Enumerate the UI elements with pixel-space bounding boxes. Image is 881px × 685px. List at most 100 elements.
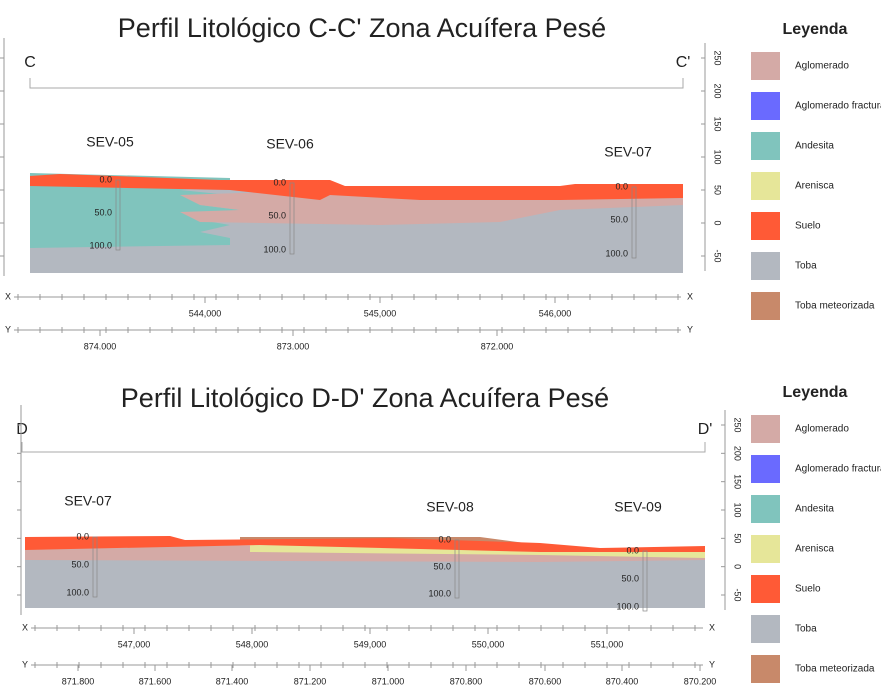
legend-swatch: [751, 615, 780, 643]
well-name: SEV-08: [426, 499, 474, 515]
y-tick-label: 870.400: [606, 676, 639, 685]
elevation-label: 200: [713, 83, 723, 98]
x-axis-end-label: X: [687, 291, 693, 301]
depth-label: 100.0: [605, 248, 628, 258]
legend-swatch: [751, 92, 780, 120]
legend-label: Aglomerado: [795, 424, 849, 435]
x-tick-label: 547,000: [118, 639, 151, 649]
legend-swatch: [751, 495, 780, 523]
elevation-label: 50: [713, 185, 723, 195]
depth-label: 100.0: [89, 240, 112, 250]
legend-label: Aglomerado fracturado: [795, 464, 881, 475]
x-axis-end-label: X: [709, 622, 715, 632]
depth-label: 0.0: [615, 181, 628, 191]
elevation-label: 100: [713, 149, 723, 164]
legend-swatch: [751, 655, 780, 683]
title: Perfil Litológico D-D' Zona Acuífera Pes…: [121, 383, 609, 413]
legend-label: Andesita: [795, 504, 834, 515]
elevation-label: 150: [733, 474, 743, 489]
legend-label: Toba: [795, 624, 817, 635]
y-tick-label: 871.800: [62, 676, 95, 685]
y-axis-label: Y: [22, 659, 28, 669]
legend-label: Arenisca: [795, 544, 834, 555]
depth-label: 50.0: [94, 207, 112, 217]
y-tick-label: 873.000: [277, 341, 310, 351]
x-tick-label: 546,000: [539, 308, 572, 318]
depth-label: 100.0: [616, 601, 639, 611]
depth-label: 100.0: [66, 587, 89, 597]
legend-label: Aglomerado: [795, 61, 849, 72]
x-tick-label: 548,000: [236, 639, 269, 649]
x-tick-label: 549,000: [354, 639, 387, 649]
legend-swatch: [751, 52, 780, 80]
legend-label: Andesita: [795, 141, 834, 152]
depth-label: 50.0: [621, 573, 639, 583]
y-tick-label: 870.800: [450, 676, 483, 685]
legend-swatch: [751, 455, 780, 483]
elevation-label: -50: [733, 588, 743, 601]
depth-label: 100.0: [428, 588, 451, 598]
depth-label: 0.0: [99, 174, 112, 184]
elevation-label: 200: [733, 446, 743, 461]
legend-swatch: [751, 535, 780, 563]
y-axis-end-label: Y: [687, 324, 693, 334]
legend-label: Suelo: [795, 584, 821, 595]
x-tick-label: 551,000: [591, 639, 624, 649]
section-end: D': [698, 421, 713, 438]
depth-label: 50.0: [71, 559, 89, 569]
depth-label: 0.0: [76, 531, 89, 541]
y-tick-label: 870.600: [529, 676, 562, 685]
legend-label: Toba: [795, 261, 817, 272]
geologic-profiles: Perfil Litológico C-C' Zona Acuífera Pes…: [0, 0, 881, 685]
x-tick-label: 544,000: [189, 308, 222, 318]
elevation-label: 250: [713, 50, 723, 65]
depth-label: 100.0: [263, 244, 286, 254]
x-axis-label: X: [22, 622, 28, 632]
well-name: SEV-07: [64, 493, 112, 509]
depth-label: 0.0: [438, 534, 451, 544]
section-start: C: [24, 54, 36, 71]
legend-swatch: [751, 415, 780, 443]
well-name: SEV-09: [614, 499, 662, 515]
depth-label: 50.0: [268, 210, 286, 220]
depth-label: 50.0: [610, 214, 628, 224]
x-axis-label: X: [5, 291, 11, 301]
y-tick-label: 872.000: [481, 341, 514, 351]
bracket: [30, 78, 683, 88]
legend-label: Toba meteorizada: [795, 664, 875, 675]
elevation-label: 150: [713, 116, 723, 131]
y-tick-label: 871.200: [294, 676, 327, 685]
bracket: [22, 442, 705, 452]
legend-swatch: [751, 172, 780, 200]
legend-label: Arenisca: [795, 181, 834, 192]
depth-label: 50.0: [433, 561, 451, 571]
depth-label: 0.0: [273, 177, 286, 187]
well-name: SEV-06: [266, 136, 314, 152]
well-name: SEV-05: [86, 134, 134, 150]
legend-swatch: [751, 132, 780, 160]
legend-label: Suelo: [795, 221, 821, 232]
legend-swatch: [751, 575, 780, 603]
elevation-label: 0: [713, 220, 723, 225]
legend-title: Leyenda: [783, 384, 848, 401]
legend-label: Toba meteorizada: [795, 301, 875, 312]
well-name: SEV-07: [604, 144, 652, 160]
y-tick-label: 871.000: [372, 676, 405, 685]
legend-swatch: [751, 292, 780, 320]
legend-label: Aglomerado fracturado: [795, 101, 881, 112]
elevation-label: -50: [713, 249, 723, 262]
legend-title: Leyenda: [783, 21, 848, 38]
y-axis-label: Y: [5, 324, 11, 334]
section-end: C': [676, 54, 691, 71]
y-tick-label: 874.000: [84, 341, 117, 351]
elevation-label: 250: [733, 417, 743, 432]
y-tick-label: 870.200: [684, 676, 717, 685]
y-axis-end-label: Y: [709, 659, 715, 669]
x-tick-label: 545,000: [364, 308, 397, 318]
elevation-label: 100: [733, 502, 743, 517]
y-tick-label: 871.400: [216, 676, 249, 685]
legend-swatch: [751, 212, 780, 240]
title: Perfil Litológico C-C' Zona Acuífera Pes…: [118, 13, 606, 43]
depth-label: 0.0: [626, 545, 639, 555]
elevation-label: 50: [733, 533, 743, 543]
